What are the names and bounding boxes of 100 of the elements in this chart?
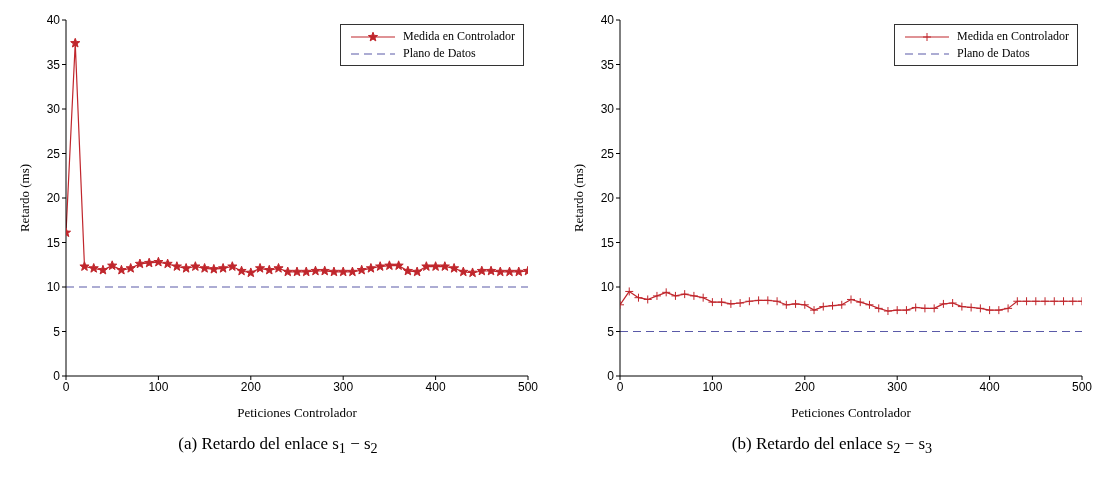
point <box>957 302 967 312</box>
point <box>245 267 256 278</box>
point <box>449 263 460 273</box>
point <box>818 302 828 312</box>
point <box>199 263 210 273</box>
point <box>70 37 81 48</box>
point <box>458 266 469 277</box>
y-tick-label: 30 <box>46 102 61 117</box>
point <box>190 261 201 271</box>
point <box>689 291 699 301</box>
x-tick-label: 300 <box>333 379 354 394</box>
point <box>661 287 671 297</box>
y-tick-label: 5 <box>607 324 615 339</box>
y-tick-label: 10 <box>600 280 615 295</box>
y-tick-label: 40 <box>46 13 61 28</box>
point <box>412 266 423 277</box>
legend-label: Plano de Datos <box>403 46 476 61</box>
point <box>1031 296 1041 306</box>
point <box>698 293 708 303</box>
text: (a) Retardo del enlace s$_{1}$ − s$_{2}$ <box>177 434 379 458</box>
point <box>1003 303 1013 313</box>
point <box>439 261 450 271</box>
point <box>375 261 386 271</box>
x-tick-label: 200 <box>794 379 816 394</box>
point <box>513 266 524 277</box>
point <box>911 302 921 312</box>
point <box>116 264 127 275</box>
point <box>652 291 662 301</box>
point <box>421 261 432 271</box>
y-tick-label: 20 <box>600 191 615 206</box>
x-tick-label: 400 <box>425 379 446 394</box>
y-tick-label: 25 <box>46 146 61 161</box>
point <box>162 258 173 269</box>
point <box>1068 296 1078 306</box>
point <box>356 264 367 275</box>
point <box>476 265 487 276</box>
point <box>254 263 266 273</box>
y-axis-title: Retardo (ms) <box>16 163 32 233</box>
x-axis-title: Peticiones Controlador <box>791 405 912 421</box>
point <box>402 265 413 276</box>
point <box>1022 296 1032 306</box>
point <box>717 297 727 307</box>
y-tick-label: 10 <box>46 280 61 295</box>
point <box>1049 296 1059 306</box>
x-tick-label: 500 <box>1071 379 1093 394</box>
point <box>227 261 238 271</box>
point <box>504 266 515 277</box>
point <box>347 266 358 277</box>
y-tick-label: 15 <box>600 235 615 250</box>
point <box>365 263 376 273</box>
point <box>781 300 791 310</box>
point <box>153 256 164 267</box>
point <box>744 296 754 306</box>
y-tick-label: 35 <box>600 57 615 72</box>
point <box>273 263 284 273</box>
point <box>495 266 506 277</box>
point <box>864 300 874 310</box>
point <box>975 303 985 313</box>
point <box>301 266 312 277</box>
point <box>624 286 634 296</box>
x-tick-label: 400 <box>979 379 1000 394</box>
point <box>633 293 643 303</box>
point <box>310 265 321 276</box>
point <box>883 306 893 316</box>
point <box>181 263 192 273</box>
point <box>763 295 773 305</box>
point <box>791 299 801 309</box>
point <box>1040 296 1050 306</box>
point <box>735 298 745 308</box>
point <box>144 257 155 268</box>
point <box>393 260 404 271</box>
y-tick-label: 35 <box>46 57 61 72</box>
legend-label: Medida en Controlador <box>403 29 515 44</box>
point <box>384 260 395 271</box>
point <box>282 266 293 277</box>
point <box>985 305 995 315</box>
point <box>929 303 939 313</box>
point <box>430 261 441 271</box>
point <box>134 258 145 269</box>
point <box>670 291 680 301</box>
point <box>726 299 736 309</box>
point <box>920 303 930 313</box>
point <box>772 296 782 306</box>
y-tick-label: 20 <box>46 191 61 206</box>
point <box>79 261 90 271</box>
point <box>107 260 118 271</box>
legend-label: Medida en Controlador <box>957 29 1069 44</box>
point <box>208 263 219 274</box>
x-tick-label: 100 <box>702 379 723 394</box>
point <box>125 263 136 273</box>
point <box>874 303 884 313</box>
point <box>328 266 340 277</box>
point <box>707 297 717 307</box>
y-tick-label: 0 <box>607 369 615 384</box>
point <box>855 297 865 307</box>
y-tick-label: 15 <box>46 235 61 250</box>
point <box>837 300 847 310</box>
point <box>994 305 1004 315</box>
point <box>171 261 182 271</box>
x-axis-title: Peticiones Controlador <box>237 405 358 421</box>
